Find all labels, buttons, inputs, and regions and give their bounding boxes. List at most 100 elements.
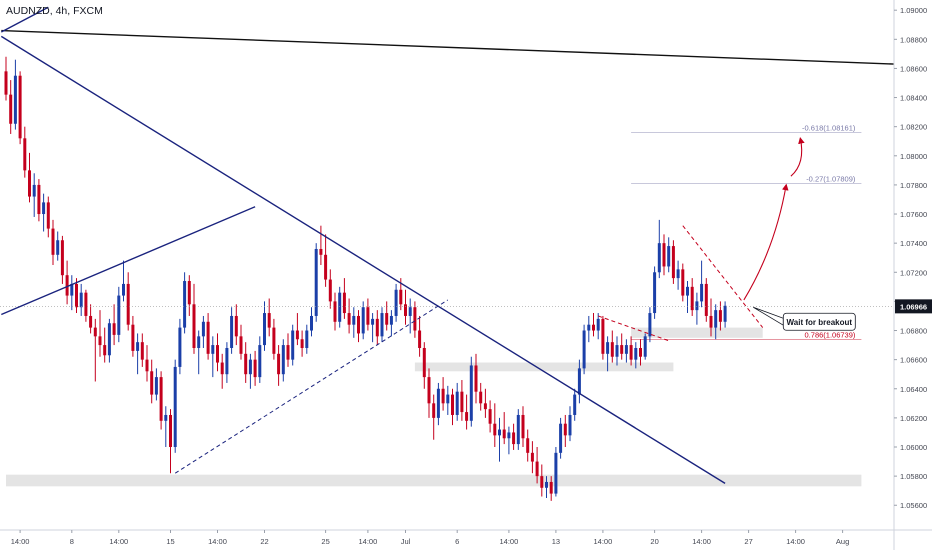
candle [70,275,74,311]
candle [9,80,13,134]
candle-body [681,269,685,296]
candle [615,336,619,366]
candle-body [258,345,262,378]
candle-body [512,432,516,445]
candle [342,278,346,319]
candle [51,219,55,265]
candle-body [422,347,426,378]
candle [183,272,187,334]
candle [521,406,525,448]
support-zone-1 [6,474,862,487]
y-tick-label: 1.08400 [900,94,927,103]
candle [131,315,135,357]
candle [606,336,610,372]
candle [150,359,154,404]
candle-body [413,307,417,331]
candle-body [352,315,356,325]
candle [418,315,422,357]
candle [469,356,473,427]
candle-body [169,414,172,448]
candle [244,342,248,383]
candle [126,272,130,331]
candle [371,313,375,343]
y-tick-label: 1.07200 [900,268,927,277]
candle-body [324,254,328,280]
candle-body [380,313,384,337]
candle-body [263,313,266,346]
candle-body [23,138,27,171]
candle-body [606,342,610,354]
candle-body [502,429,506,439]
candle [314,243,318,322]
candle [4,56,8,101]
candle-body [32,184,36,197]
candle [37,179,41,222]
candle [389,310,393,337]
y-tick-label: 1.08200 [900,123,927,132]
candle-body [46,202,50,229]
long-term-black-trendline [1,29,895,65]
candle-body [418,330,422,348]
candle-body [154,377,158,395]
candle [258,336,262,383]
candle [563,414,567,448]
fib-level-label-2: -0.27(1.07809) [806,175,856,184]
candle-body [338,292,342,322]
candle-body [357,315,360,334]
candle-body [122,283,125,296]
candle-body [234,315,238,337]
y-tick-label: 1.07400 [900,239,927,248]
x-tick-label: 14:00 [109,537,128,546]
candle-body [286,345,290,360]
x-tick-label: 14:00 [11,537,30,546]
candle [192,283,196,354]
candle-body [634,347,638,360]
candle [42,193,46,232]
candle [714,304,718,340]
candle [479,382,483,411]
candle [498,417,501,462]
candle-body [220,362,224,375]
candle [267,298,271,337]
candle-body [690,286,694,311]
candle [375,310,379,346]
candle [587,315,591,343]
candle-body [596,318,600,331]
candle-body [667,246,671,267]
candle [60,235,64,284]
candle-body [201,321,205,337]
candle [361,301,365,340]
candle [422,342,426,389]
candle [704,278,708,322]
candle [446,385,450,415]
candle [201,315,205,348]
candle-body [347,313,351,325]
current-price-badge [895,299,932,314]
candle [286,333,290,367]
candle [483,388,487,418]
callout-layer: Wait for breakout [753,306,856,331]
candle-body [305,330,309,348]
y-tick-label: 1.06400 [900,385,927,394]
candle-body [455,391,459,415]
fib-level-label-3: 0.786(1.06739) [805,330,856,339]
candle [535,447,539,484]
candle [408,298,412,334]
candle-body [84,292,88,316]
candle [107,318,111,363]
candle-body [723,305,727,322]
candle-body [436,388,440,418]
candle [629,336,633,366]
callout-pointer [753,306,784,326]
symbol-label: AUDNZD, 4h, FXCM [6,5,103,17]
candle-body [399,289,403,305]
candle [216,333,219,372]
fib-level-label-1: -0.618(1.08161) [802,123,856,132]
x-tick-label: 13 [552,537,560,546]
candle-body [192,304,196,348]
support-zone-3 [631,327,763,338]
candle [488,400,492,433]
y-tick-label: 1.08800 [900,35,927,44]
